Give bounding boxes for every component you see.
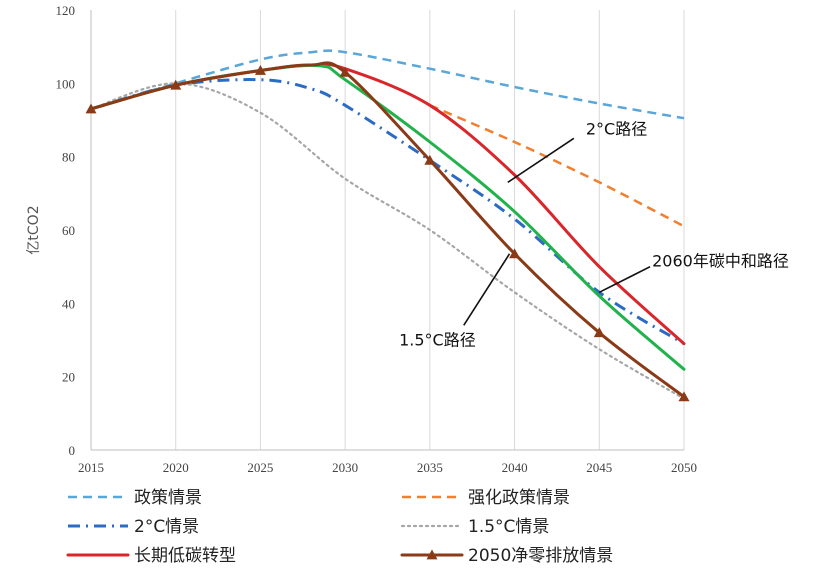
data-point-marker xyxy=(509,248,521,259)
data-point-marker xyxy=(254,65,266,75)
legend-label: 2°C情景 xyxy=(134,517,199,537)
annotation-label: 2060年碳中和路径 xyxy=(652,252,789,271)
data-point-marker xyxy=(85,103,97,114)
axes: 2015 2020 2025 2030 2035 2040 2045 205002040608… xyxy=(26,3,697,475)
series-line xyxy=(89,63,686,371)
legend-label: 长期低碳转型 xyxy=(134,546,236,566)
legend-label: 政策情景 xyxy=(134,488,202,508)
annotation-leader-line xyxy=(507,137,575,183)
y-tick-label: 120 xyxy=(56,3,76,18)
data-point-marker xyxy=(339,66,351,77)
annotations: 2°C路径 2060年碳中和路径 1.5°C路径 xyxy=(399,119,789,349)
x-tick-label: 2030 xyxy=(332,460,358,475)
annotation-label: 1.5°C路径 xyxy=(399,330,476,349)
series-line xyxy=(429,104,685,228)
series-line xyxy=(89,61,686,399)
series-line xyxy=(90,49,685,120)
x-tick-label: 2020 xyxy=(163,460,189,475)
x-tick-label: 2040 xyxy=(502,460,528,475)
x-tick-label: 2035 xyxy=(417,460,443,475)
data-point-marker xyxy=(678,391,690,402)
y-tick-label: 100 xyxy=(56,76,76,91)
y-tick-label: 60 xyxy=(62,223,75,238)
y-axis-label: 亿tCO2 xyxy=(26,205,42,254)
legend-marker xyxy=(426,549,438,560)
grid-lines xyxy=(90,10,685,450)
plot-series xyxy=(85,49,690,402)
y-tick-label: 40 xyxy=(62,296,75,311)
data-point-marker xyxy=(424,154,436,165)
data-point-marker xyxy=(170,79,182,90)
annotation-leader-line xyxy=(598,265,651,294)
annotation-leader-line xyxy=(463,253,511,326)
y-tick-label: 0 xyxy=(69,443,76,458)
y-tick-label: 20 xyxy=(62,370,75,385)
x-tick-label: 2045 xyxy=(586,460,612,475)
x-tick-label: 2025 xyxy=(247,460,273,475)
legend-label: 强化政策情景 xyxy=(468,488,570,508)
legend-label: 1.5°C情景 xyxy=(468,517,549,537)
annotation-label: 2°C路径 xyxy=(586,119,647,138)
x-tick-label: 2015 xyxy=(78,460,104,475)
legend-label: 2050净零排放情景 xyxy=(468,546,613,566)
x-tick-label: 2050 xyxy=(671,460,697,475)
series-line xyxy=(89,82,686,400)
y-tick-label: 80 xyxy=(62,150,75,165)
data-point-marker xyxy=(593,327,605,338)
